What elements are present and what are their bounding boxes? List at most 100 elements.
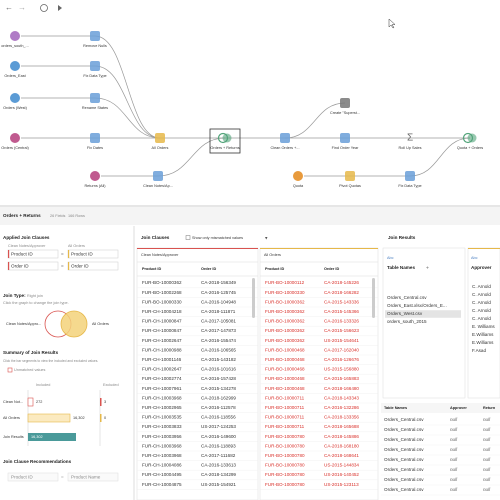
flow-node-label: Fix Data Type	[398, 184, 421, 188]
rec-field[interactable]	[67, 472, 119, 482]
flow-node[interactable]	[467, 133, 477, 143]
excluded-bar[interactable]	[100, 414, 102, 422]
section-title: Join Clauses	[141, 235, 170, 240]
cell: CA-2016-118556	[201, 415, 236, 420]
column-header: Product ID	[265, 267, 284, 271]
list-item: F.Asad	[472, 348, 486, 353]
column-header: Return	[483, 406, 496, 410]
flow-node[interactable]	[90, 93, 100, 103]
flow-node[interactable]	[90, 61, 100, 71]
back-button[interactable]: ←	[5, 3, 13, 12]
flow-node[interactable]	[340, 98, 350, 108]
venn-right[interactable]	[60, 310, 88, 338]
flow-node[interactable]	[9, 92, 21, 104]
forward-button[interactable]: →	[18, 3, 26, 12]
flow-edge	[94, 35, 161, 139]
cell: null	[483, 457, 491, 462]
cell: FUR-BO-10000362	[142, 280, 182, 285]
dropdown[interactable]: ▾	[265, 235, 268, 241]
card	[382, 247, 466, 399]
flow-node[interactable]	[292, 170, 304, 182]
column-header: Excluded	[103, 383, 119, 387]
excluded-bar[interactable]	[100, 398, 102, 406]
flow-node[interactable]	[222, 133, 232, 143]
section-title: Join Results	[388, 235, 416, 240]
scrollbar[interactable]	[252, 278, 255, 318]
column-header: Table Names	[384, 406, 407, 410]
cell: FUR-BO-10000362	[265, 338, 305, 343]
cell: FUR-BO-10000362	[265, 299, 305, 304]
add-icon[interactable]: +	[426, 265, 429, 271]
flow-node[interactable]	[89, 170, 101, 182]
scrollbar[interactable]	[372, 278, 375, 318]
cell: Orders_Central.csv	[384, 487, 424, 492]
cell: CA-2018-156349	[201, 280, 236, 285]
checkbox[interactable]	[185, 235, 191, 240]
flow-node[interactable]	[90, 133, 100, 143]
cell: null	[450, 457, 458, 462]
flow-node-label: Roll Up Sales	[398, 146, 421, 150]
flow-node[interactable]	[405, 171, 415, 181]
cell: CA-2016-112578	[201, 405, 236, 410]
flow-node-label: Orders (West)	[3, 106, 28, 110]
cell: CA-2015-145366	[324, 309, 359, 314]
cell: US-2015-123113	[324, 482, 359, 487]
cell: FUR-BO-10000468	[265, 376, 305, 381]
flow-node[interactable]	[9, 30, 21, 42]
cell: US-2015-156880	[324, 367, 359, 372]
flow-node-label: Orders (Central)	[1, 146, 29, 150]
clause-accent	[68, 250, 70, 258]
cell: null	[450, 447, 458, 452]
list-item: Orders_Central.csv	[387, 295, 427, 300]
flow-node-label: Quota	[293, 184, 304, 188]
summary-row-name: Clean Not...	[3, 400, 23, 404]
cell: null	[483, 467, 491, 472]
refresh-button[interactable]	[40, 4, 48, 12]
cell: FUR-BO-10002268	[142, 290, 182, 295]
included-bar[interactable]	[27, 413, 71, 423]
run-button[interactable]	[58, 5, 62, 11]
cell: CA-2015-143182	[201, 357, 236, 362]
cell: FUR-BO-10000362	[265, 328, 305, 333]
flow-node[interactable]	[9, 60, 21, 72]
flow-node[interactable]	[9, 132, 21, 144]
cell: US-2017-124253	[201, 424, 236, 429]
cell: FUR-CH-10004086	[142, 463, 182, 468]
cell: CA-2018-168641	[324, 453, 359, 458]
flow-node[interactable]	[153, 171, 163, 181]
cell: Orders_Central.csv	[384, 427, 424, 432]
checkbox-label: Show only mismatched values	[192, 236, 243, 240]
list-item: E.Williams	[472, 340, 494, 345]
flow-node[interactable]	[155, 133, 165, 143]
rec-field[interactable]	[7, 472, 59, 482]
list-item: C. Arnold	[472, 308, 491, 313]
flow-node[interactable]	[340, 133, 350, 143]
selected-row[interactable]	[385, 310, 461, 318]
column-header: Order ID	[201, 267, 216, 271]
flow-node[interactable]	[280, 133, 290, 143]
flow-node-label: Orders_East	[4, 74, 26, 78]
flow-node-label: Remove Nulls	[83, 44, 107, 48]
list-item: E. Williams	[472, 324, 495, 329]
cell: FUR-BO-10000780	[265, 472, 305, 477]
included-bar[interactable]	[27, 397, 34, 407]
type-label: Abc	[471, 256, 478, 260]
column-header: Included	[36, 383, 50, 387]
cell: CA-2016-149600	[201, 434, 236, 439]
cell: CA-2015-165883	[324, 376, 359, 381]
flow-node[interactable]: Σ	[407, 133, 413, 144]
flow-node[interactable]	[90, 31, 100, 41]
cell: null	[483, 437, 491, 442]
cell: CA-2017-111682	[201, 453, 236, 458]
table-name: All Orders	[264, 253, 281, 257]
summary-row-name: All Orders	[3, 416, 20, 420]
cell: Orders_Central.csv	[384, 417, 424, 422]
cell: FUR-CH-10002647	[142, 338, 182, 343]
section-title: Join Clause Recommendations	[3, 459, 72, 464]
hint: Click the bar segments to view the inclu…	[3, 359, 98, 363]
flow-node[interactable]	[345, 171, 355, 181]
included-value: 272	[36, 400, 42, 404]
cursor	[388, 18, 396, 29]
section-title: Summary of Join Results	[3, 350, 59, 355]
included-bar[interactable]	[28, 433, 76, 441]
